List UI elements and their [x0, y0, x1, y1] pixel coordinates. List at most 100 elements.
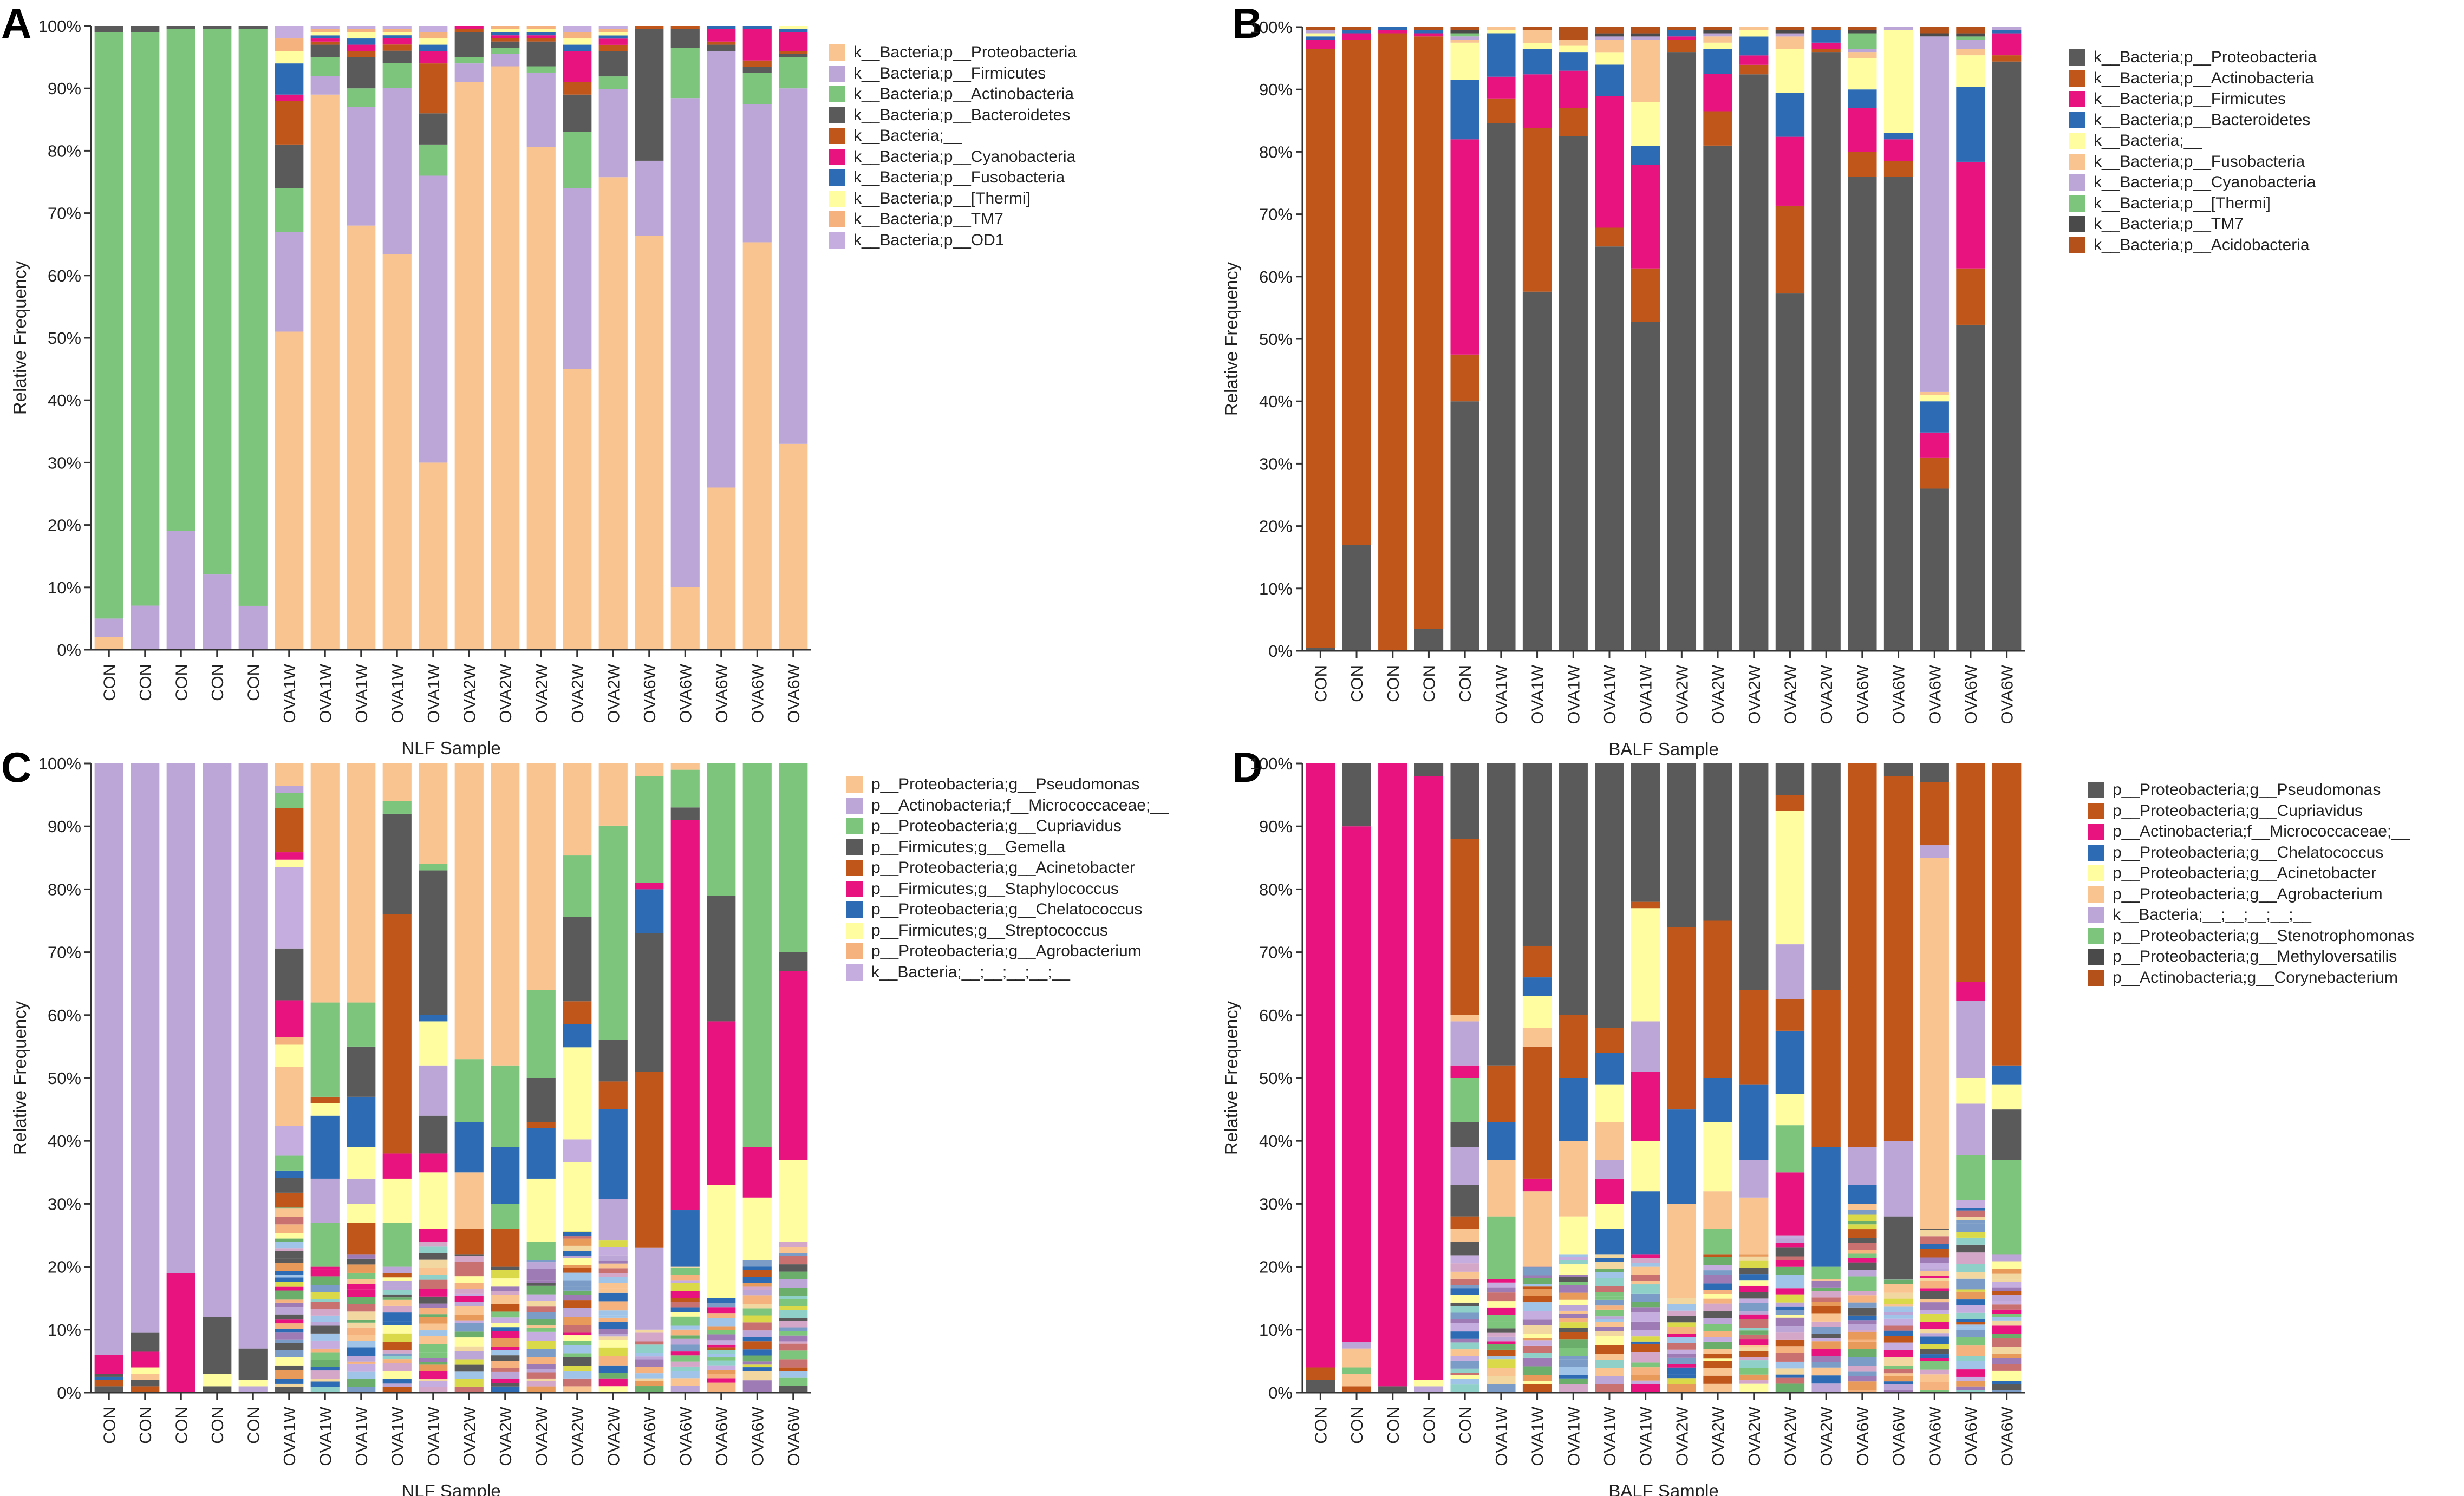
bar-segment: [1883, 161, 1913, 177]
bar-segment-minor: [454, 1270, 484, 1277]
bar-segment: [1522, 74, 1552, 128]
bar-segment-minor: [1956, 1299, 1985, 1305]
y-tick-label: 80%: [1259, 142, 1293, 161]
bar-segment: [419, 38, 448, 45]
bar-segment: [166, 29, 195, 531]
bar-segment-minor: [1450, 1368, 1479, 1373]
x-tick-label: OVA6W: [712, 1406, 731, 1466]
bar-segment-minor: [1703, 1368, 1732, 1376]
bar-segment: [1631, 763, 1660, 902]
bar-segment-minor: [1450, 1356, 1479, 1361]
bar-segment-minor: [275, 1233, 304, 1239]
bar-segment: [1920, 33, 1949, 37]
bar-segment: [1450, 1185, 1479, 1217]
bar-segment-minor: [1992, 1384, 2022, 1390]
bar-segment: [1883, 177, 1913, 651]
bar-segment-minor: [1811, 1287, 1841, 1291]
bar-segment: [779, 1160, 808, 1242]
bar-segment: [275, 232, 304, 332]
legend-swatch: [829, 44, 845, 61]
bar-segment: [1450, 1216, 1479, 1229]
bar-segment-minor: [1595, 1360, 1624, 1368]
bar-segment: [1595, 246, 1624, 651]
bar-segment: [1667, 927, 1697, 1110]
bar-segment-minor: [1848, 1262, 1877, 1270]
bar-segment: [1342, 763, 1371, 827]
bar-segment: [779, 32, 808, 51]
bar-segment: [1487, 1122, 1516, 1160]
bar-segment: [635, 29, 664, 161]
y-tick-label: 100%: [38, 754, 81, 773]
bar-segment: [1703, 1122, 1732, 1192]
bar-segment-minor: [1956, 1369, 1985, 1377]
bar-segment: [94, 618, 123, 637]
legend-item: p__Proteobacteria;g__Stenotrophomonas: [2088, 926, 2414, 946]
bar-segment-minor: [1595, 1331, 1624, 1336]
y-tick-label: 100%: [1250, 18, 1293, 37]
x-tick-label: OVA6W: [640, 1406, 659, 1466]
bar-segment-minor: [598, 1322, 628, 1329]
y-tick-label: 50%: [48, 1069, 81, 1088]
legend-item: k__Bacteria;__;__;__;__;__: [2088, 905, 2311, 925]
bar-segment-minor: [1848, 1302, 1877, 1308]
bar-segment-minor: [1559, 1339, 1588, 1348]
bar-segment-minor: [670, 1344, 700, 1352]
bar-segment-minor: [454, 1331, 484, 1338]
legend-label: p__Actinobacteria;f__Micrococcaceae;__: [2113, 822, 2410, 840]
bar-segment-minor: [707, 1318, 736, 1327]
bar-segment: [1667, 40, 1697, 53]
bar-segment: [670, 769, 700, 808]
bar-segment: [1956, 982, 1985, 1001]
bar-segment: [598, 44, 628, 51]
bar-segment-minor: [1992, 1317, 2022, 1321]
bar-segment-minor: [1522, 1345, 1552, 1353]
bar-segment-minor: [275, 1365, 304, 1370]
bar-segment-minor: [563, 1308, 592, 1317]
bar-segment: [419, 1153, 448, 1173]
bar-segment-minor: [382, 1387, 412, 1393]
bar-segment-minor: [347, 1279, 376, 1284]
x-tick-label: OVA1W: [424, 1406, 443, 1466]
legend-item: k__Bacteria;p__Fusobacteria: [829, 167, 1065, 188]
x-tick-label: OVA2W: [496, 1406, 515, 1466]
legend-label: k__Bacteria;p__Proteobacteria: [2094, 48, 2317, 66]
bar-segment: [131, 1351, 160, 1368]
bar-segment-minor: [275, 1258, 304, 1263]
x-tick-label: CON: [136, 664, 155, 701]
x-tick-label: CON: [208, 1407, 227, 1444]
legend-label: p__Actinobacteria;g__Corynebacterium: [2113, 968, 2398, 987]
bar-segment-minor: [1487, 1376, 1516, 1384]
y-tick-label: 90%: [1259, 80, 1293, 99]
bar-segment-minor: [1775, 1332, 1805, 1340]
bar-segment-minor: [1992, 1354, 2022, 1358]
bar-segment-minor: [779, 1371, 808, 1378]
legend-label: k__Bacteria;p__Bacteroidetes: [2094, 110, 2311, 129]
bar-segment: [491, 1065, 520, 1147]
bar-segment-minor: [1992, 1273, 2022, 1280]
bar-segment-minor: [526, 1328, 556, 1332]
bar-segment: [275, 1037, 304, 1045]
bar-segment-minor: [1667, 1316, 1697, 1323]
y-tick-label: 20%: [48, 1258, 81, 1277]
x-tick-label: OVA2W: [532, 1406, 551, 1466]
legend-label: k__Bacteria;__;__;__;__;__: [2113, 906, 2311, 924]
bar-segment: [1595, 1053, 1624, 1085]
legend-label: p__Firmicutes;g__Staphylococcus: [871, 879, 1119, 898]
bar-segment-minor: [1739, 1260, 1769, 1268]
bar-segment: [347, 1002, 376, 1047]
bar-segment: [563, 38, 592, 45]
legend-swatch: [829, 148, 845, 165]
bar-segment: [203, 574, 232, 650]
bar-segment-minor: [382, 1297, 412, 1300]
x-axis-title: NLF Sample: [401, 738, 500, 758]
bar-segment: [347, 29, 376, 32]
legend-item: k__Bacteria;__;__;__;__;__: [846, 962, 1070, 983]
bar-segment-minor: [742, 1286, 772, 1290]
x-tick-label: OVA1W: [280, 1406, 299, 1466]
panel-d: D 0% 10% 20% 30% 40% 50% 60% 70% 80% 90% 100% CON CO…: [1221, 744, 2464, 1496]
bar-segment: [1414, 629, 1444, 651]
bar-segment: [1739, 30, 1769, 37]
bar-segment: [1992, 763, 2022, 1066]
bar-segment-minor: [526, 1381, 556, 1387]
bar-segment-minor: [707, 1340, 736, 1345]
